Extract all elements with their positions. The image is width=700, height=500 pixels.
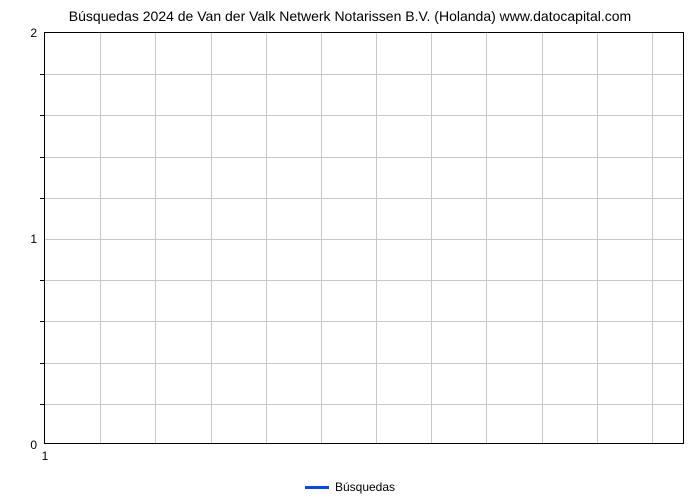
plot-area: 0121 [44, 32, 684, 444]
grid-line-horizontal [45, 280, 683, 281]
grid-line-horizontal [45, 74, 683, 75]
grid-line-horizontal [45, 363, 683, 364]
y-axis-minor-tick [40, 198, 45, 199]
grid-line-vertical [211, 33, 212, 443]
y-axis-minor-tick [40, 115, 45, 116]
grid-line-vertical [431, 33, 432, 443]
x-axis-tick-label: 1 [42, 449, 49, 463]
y-axis-minor-tick [40, 280, 45, 281]
grid-line-horizontal [45, 404, 683, 405]
y-axis-minor-tick [40, 404, 45, 405]
grid-line-vertical [486, 33, 487, 443]
grid-line-horizontal [45, 321, 683, 322]
grid-line-vertical [100, 33, 101, 443]
grid-line-vertical [376, 33, 377, 443]
grid-line-horizontal [45, 115, 683, 116]
grid-line-vertical [652, 33, 653, 443]
y-axis-minor-tick [40, 363, 45, 364]
legend: Búsquedas [0, 479, 700, 494]
chart-title: Búsquedas 2024 de Van der Valk Netwerk N… [0, 8, 700, 24]
grid-line-vertical [597, 33, 598, 443]
grid-line-horizontal [45, 239, 683, 240]
y-axis-tick-label: 2 [30, 26, 37, 40]
y-axis-minor-tick [40, 157, 45, 158]
legend-label: Búsquedas [335, 480, 395, 494]
y-axis-minor-tick [40, 74, 45, 75]
grid-line-vertical [155, 33, 156, 443]
y-axis-tick-label: 1 [30, 232, 37, 246]
y-axis-minor-tick [40, 321, 45, 322]
y-axis-tick-label: 0 [30, 438, 37, 452]
legend-swatch [305, 486, 329, 489]
grid-line-horizontal [45, 157, 683, 158]
chart-container: Búsquedas 2024 de Van der Valk Netwerk N… [0, 0, 700, 500]
grid-line-vertical [266, 33, 267, 443]
grid-line-vertical [542, 33, 543, 443]
grid-line-horizontal [45, 198, 683, 199]
grid-line-vertical [321, 33, 322, 443]
